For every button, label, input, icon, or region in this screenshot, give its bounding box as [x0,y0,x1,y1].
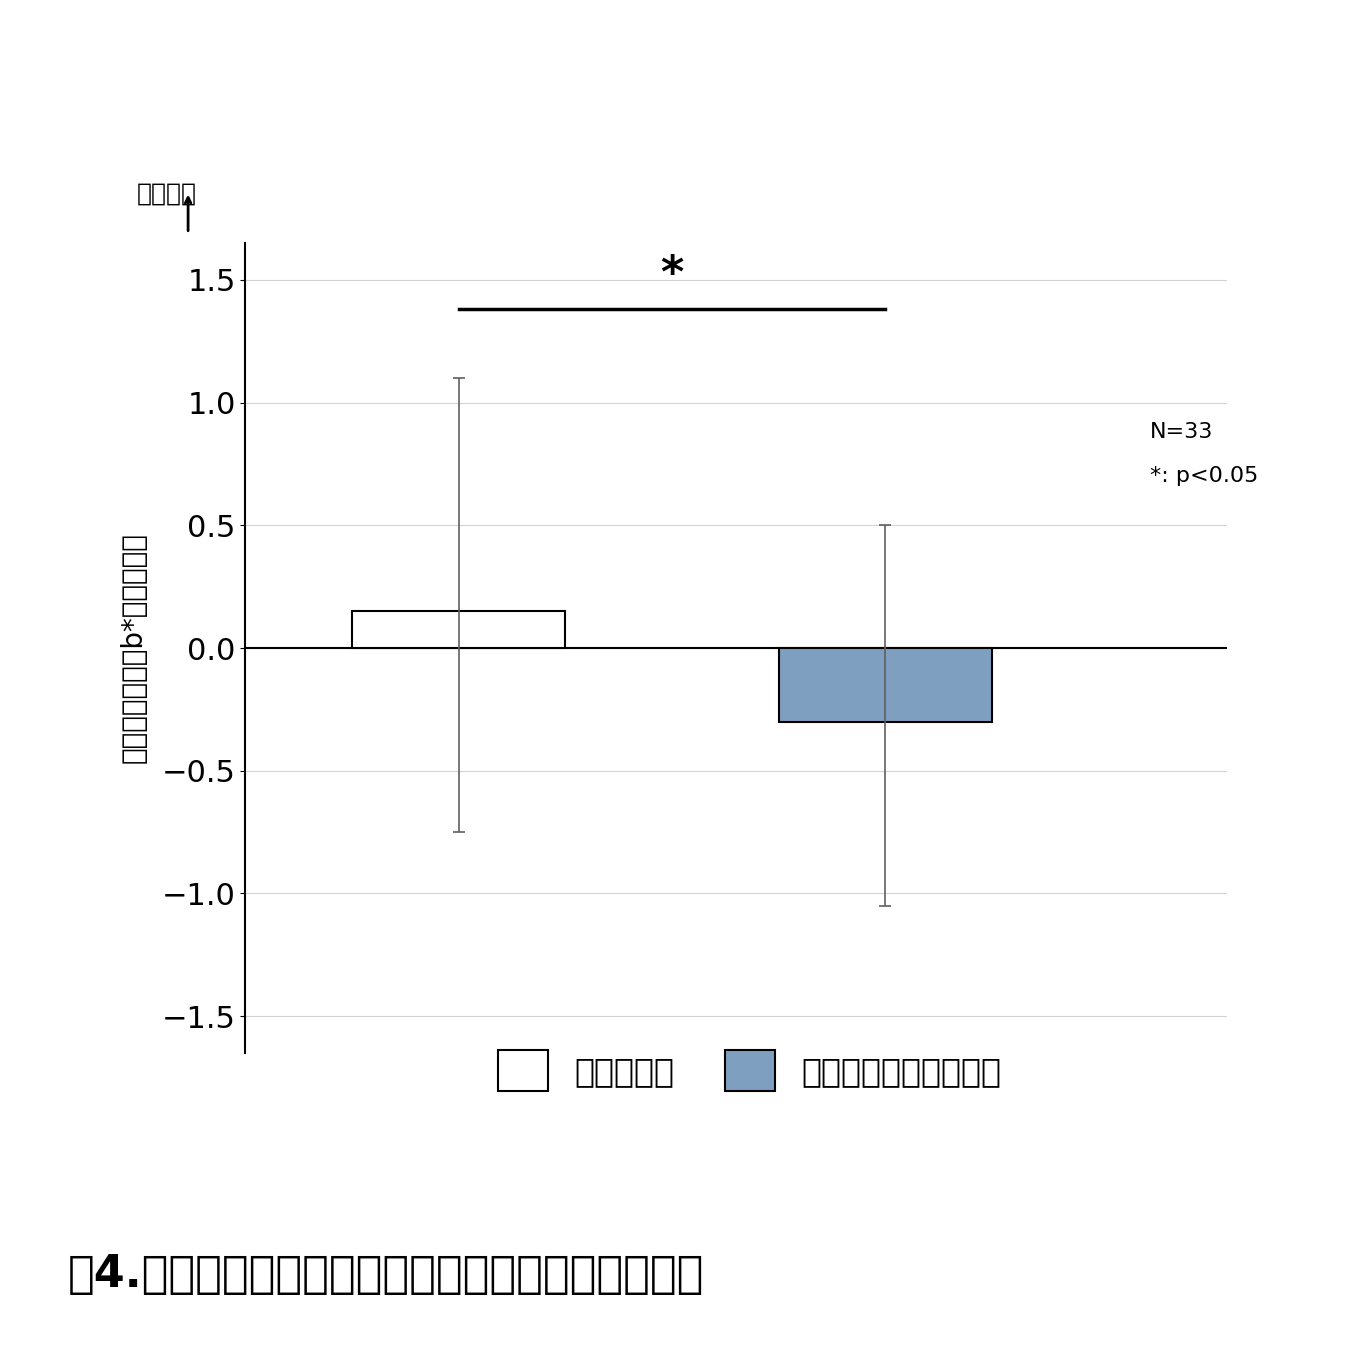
Bar [778,648,992,722]
Text: *: p<0.05: *: p<0.05 [1150,466,1258,486]
Legend: エキスなし, 植物エキス混合物あり: エキスなし, 植物エキス混合物あり [485,1037,1014,1104]
Text: N=33: N=33 [1150,423,1213,441]
Y-axis label: 肥の色の黄み（b*）の変化量: 肥の色の黄み（b*）の変化量 [120,532,147,764]
Text: *: * [661,254,684,297]
Bar [352,612,566,648]
Text: 黄み強い: 黄み強い [136,181,196,205]
Text: 围4.植物エキス混合物連用による、肥の黄みの変化: 围4.植物エキス混合物連用による、肥の黄みの変化 [68,1253,705,1296]
